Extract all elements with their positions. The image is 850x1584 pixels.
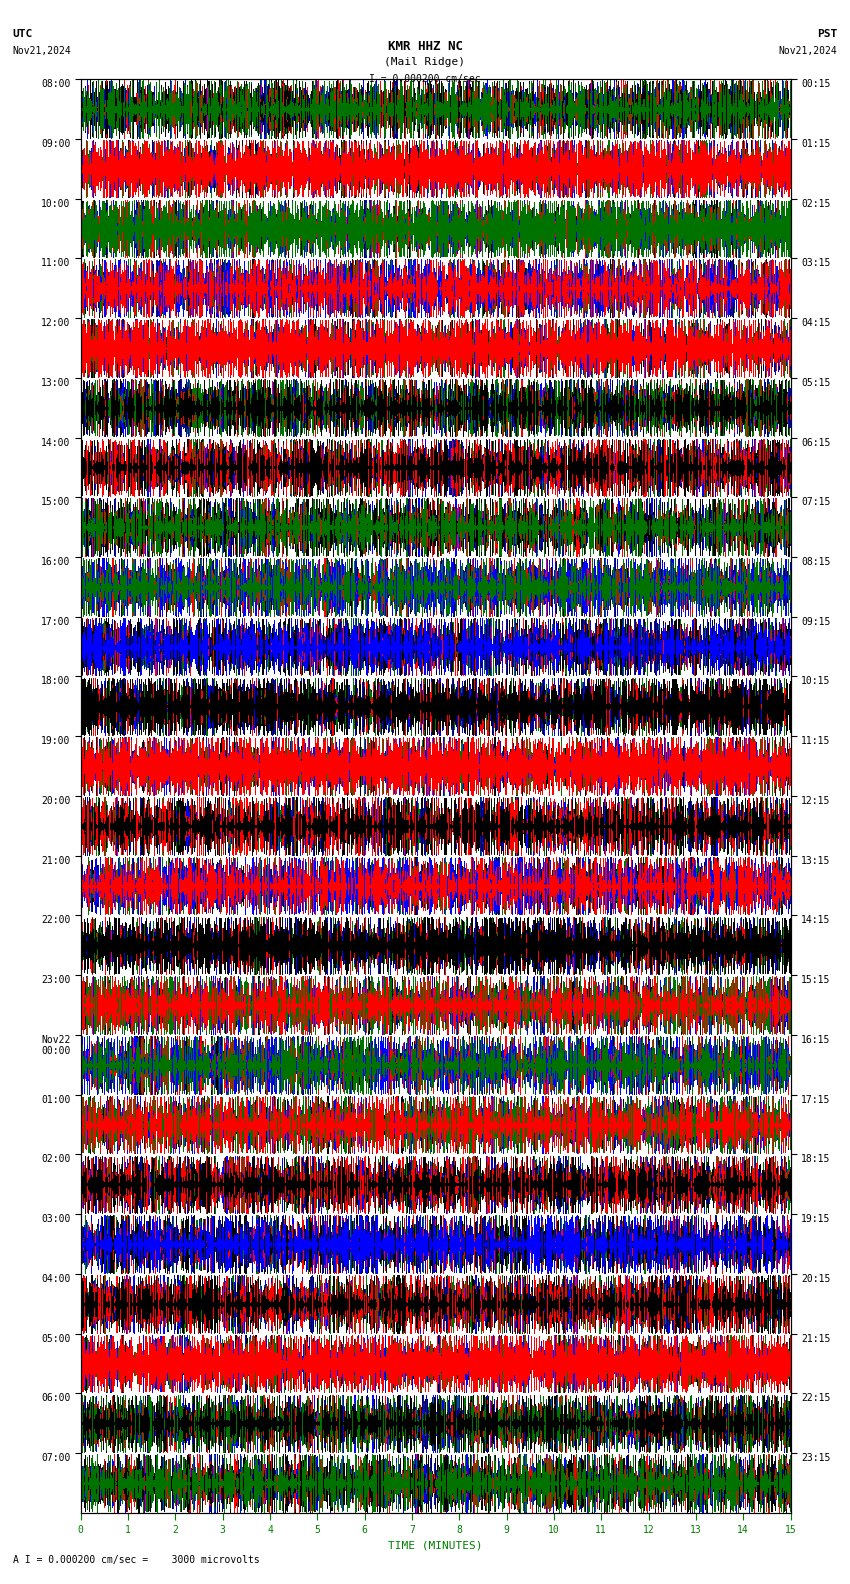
Text: UTC: UTC <box>13 29 33 38</box>
X-axis label: TIME (MINUTES): TIME (MINUTES) <box>388 1540 483 1551</box>
Text: (Mail Ridge): (Mail Ridge) <box>384 57 466 67</box>
Text: Nov21,2024: Nov21,2024 <box>13 46 71 55</box>
Text: PST: PST <box>817 29 837 38</box>
Text: Nov21,2024: Nov21,2024 <box>779 46 837 55</box>
Text: A I = 0.000200 cm/sec =    3000 microvolts: A I = 0.000200 cm/sec = 3000 microvolts <box>13 1555 259 1565</box>
Text: KMR HHZ NC: KMR HHZ NC <box>388 40 462 52</box>
Text: I = 0.000200 cm/sec: I = 0.000200 cm/sec <box>369 74 481 84</box>
